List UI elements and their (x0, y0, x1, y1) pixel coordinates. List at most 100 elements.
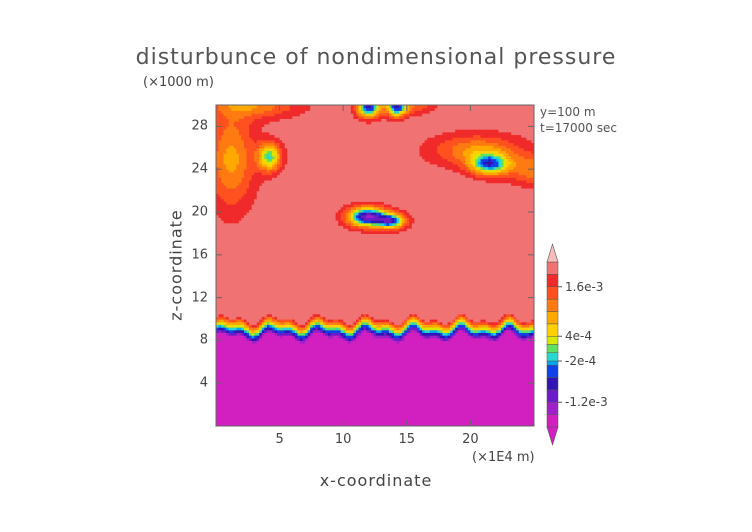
heatmap-cell (366, 212, 372, 216)
heatmap-cell (363, 228, 400, 232)
heatmap-cell (495, 166, 502, 170)
heatmap-cell (216, 308, 534, 312)
heatmap-cell (373, 324, 377, 328)
heatmap-cell (216, 393, 534, 398)
heatmap-cell (264, 179, 487, 184)
heatmap-cell (404, 222, 410, 226)
heatmap-cell (411, 222, 534, 226)
heatmap-cell (251, 206, 342, 210)
colorbar-label: 1.6e-3 (565, 279, 604, 294)
heatmap-cell (249, 324, 253, 328)
colorbar-label: -1.2e-3 (565, 395, 608, 410)
heatmap-cell (388, 212, 395, 216)
heatmap-cell (399, 206, 534, 210)
heatmap-cell (299, 329, 304, 333)
heatmap-cell (216, 198, 225, 202)
heatmap-cell (498, 321, 502, 325)
heatmap-cell (216, 113, 225, 117)
heatmap-cell (216, 375, 534, 379)
heatmap-cell (249, 337, 253, 341)
heatmap-cell (467, 332, 471, 336)
heatmap-cell (452, 161, 464, 165)
heatmap-cell (271, 316, 276, 320)
heatmap-cell (381, 118, 388, 122)
heatmap-cell (216, 268, 534, 272)
heatmap-cell (256, 161, 260, 165)
heatmap-cell (488, 329, 492, 333)
heatmap-cell (312, 321, 316, 325)
heatmap-cell (470, 169, 477, 173)
heatmap-cell (409, 115, 534, 119)
heatmap-cell (521, 134, 534, 138)
heatmap-cell (452, 137, 502, 141)
heatmap-cell (363, 327, 367, 331)
heatmap-cell (376, 107, 380, 111)
heatmap-cell (498, 171, 510, 176)
heatmap-cell (361, 332, 372, 336)
heatmap-cell (251, 174, 278, 178)
heatmap-cell (488, 163, 492, 168)
heatmap-cell (419, 150, 438, 154)
heatmap-cell (238, 131, 250, 136)
heatmap-cell (521, 185, 534, 189)
heatmap-cell (376, 212, 382, 216)
heatmap-cell (495, 169, 502, 173)
heatmap-cell (361, 113, 367, 117)
heatmap-cell (218, 193, 245, 197)
heatmap-cell (216, 252, 534, 256)
heatmap-cell (404, 329, 408, 333)
heatmap-cell (264, 147, 276, 152)
heatmap-cell (503, 161, 507, 165)
heatmap-cell (368, 329, 372, 333)
heatmap-cell (340, 324, 344, 328)
heatmap-cell (373, 327, 377, 331)
heatmap-cell (259, 337, 296, 341)
heatmap-cell (444, 335, 449, 339)
heatmap-cell (259, 161, 263, 165)
heatmap-cell (516, 319, 520, 323)
heatmap-cell (478, 166, 482, 170)
heatmap-cell (282, 163, 286, 168)
heatmap-cell (216, 305, 534, 309)
heatmap-cell (277, 155, 281, 160)
heatmap-cell (249, 185, 260, 189)
heatmap-cell (396, 217, 400, 221)
plot-frame (215, 104, 535, 427)
heatmap-cell (343, 321, 347, 325)
heatmap-cell (373, 335, 390, 339)
heatmap-cell (216, 177, 222, 181)
heatmap-cell (226, 185, 237, 189)
heatmap-cell (246, 147, 258, 152)
heatmap-cell (478, 324, 489, 328)
heatmap-cell (264, 158, 268, 162)
heatmap-cell (325, 316, 360, 320)
heatmap-cell (228, 332, 237, 336)
heatmap-cell (274, 324, 278, 328)
heatmap-cell (259, 329, 263, 333)
heatmap-cell (271, 177, 474, 181)
heatmap-cell (462, 321, 466, 325)
heatmap-cell (228, 121, 235, 125)
heatmap-cell (383, 201, 534, 205)
heatmap-cell (391, 222, 395, 226)
heatmap-cell (353, 324, 357, 328)
heatmap-cell (472, 161, 477, 165)
heatmap-cell (452, 327, 456, 331)
heatmap-cell (216, 292, 534, 296)
heatmap-cell (216, 367, 534, 371)
heatmap-cell (371, 329, 375, 333)
heatmap-cell (516, 335, 520, 339)
heatmap-cell (401, 105, 405, 109)
heatmap-cell (216, 265, 534, 269)
heatmap-cell (216, 228, 349, 232)
heatmap-cell (343, 225, 352, 229)
heatmap-cell (259, 153, 263, 157)
heatmap-cell (271, 327, 276, 331)
heatmap-cell (355, 113, 360, 117)
heatmap-cell (450, 329, 454, 333)
heatmap-cell (406, 209, 534, 213)
heatmap-cell (274, 147, 278, 152)
heatmap-cell (371, 327, 375, 331)
heatmap-cell (401, 222, 405, 226)
heatmap-cell (355, 212, 360, 216)
